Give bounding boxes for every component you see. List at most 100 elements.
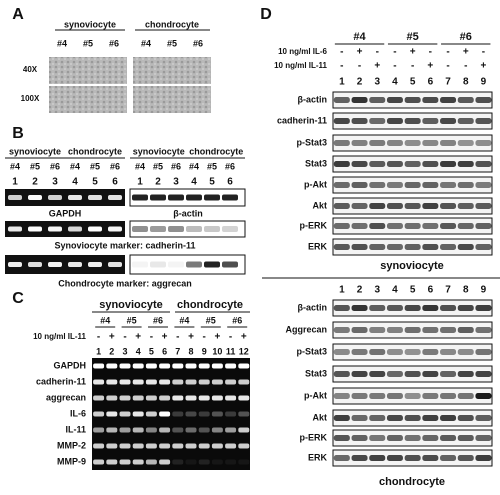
protein-label: Stat3 bbox=[305, 158, 327, 168]
band bbox=[186, 261, 202, 268]
band bbox=[108, 262, 122, 267]
sign: + bbox=[427, 61, 433, 72]
band bbox=[422, 161, 439, 167]
lane-number: 3 bbox=[374, 77, 380, 88]
sample-label: #4 bbox=[135, 161, 145, 171]
band bbox=[457, 415, 474, 421]
band bbox=[404, 415, 421, 421]
sign: + bbox=[481, 61, 487, 72]
band bbox=[369, 118, 386, 124]
lane-number: 2 bbox=[109, 346, 114, 356]
band bbox=[369, 140, 386, 146]
band bbox=[422, 455, 439, 461]
band bbox=[48, 262, 62, 267]
sample-label: #5 bbox=[407, 31, 419, 43]
lane-number: 4 bbox=[191, 177, 197, 188]
protein-label: ERK bbox=[308, 452, 328, 462]
band bbox=[369, 393, 386, 399]
band bbox=[457, 97, 474, 103]
band bbox=[422, 223, 439, 229]
group-label: synoviocyte bbox=[99, 299, 163, 311]
gel bbox=[5, 221, 125, 237]
band bbox=[422, 435, 439, 441]
gene-label: IL-11 bbox=[65, 424, 86, 434]
band bbox=[369, 327, 386, 333]
band bbox=[440, 118, 457, 124]
band bbox=[168, 261, 184, 268]
sign: - bbox=[393, 61, 396, 72]
band bbox=[386, 223, 403, 229]
treatment-label: 10 ng/ml IL-6 bbox=[278, 47, 327, 56]
sign: - bbox=[446, 47, 449, 58]
band bbox=[106, 427, 118, 433]
lane-number: 8 bbox=[188, 346, 193, 356]
gene-label: MMP-2 bbox=[57, 440, 86, 450]
band bbox=[106, 459, 118, 465]
protein-label: p-Stat3 bbox=[296, 346, 327, 356]
band bbox=[386, 244, 403, 250]
band bbox=[88, 195, 102, 200]
blot bbox=[129, 220, 246, 238]
band bbox=[475, 203, 492, 209]
band bbox=[159, 427, 171, 433]
band bbox=[440, 349, 457, 355]
sample-label: #4 bbox=[57, 38, 67, 48]
band bbox=[145, 459, 157, 465]
band bbox=[88, 226, 102, 232]
band bbox=[119, 379, 131, 385]
band bbox=[475, 118, 492, 124]
micrograph bbox=[75, 57, 101, 84]
lane-number: 1 bbox=[339, 77, 345, 88]
band bbox=[386, 455, 403, 461]
band bbox=[185, 395, 197, 401]
lane-number: 2 bbox=[32, 177, 38, 188]
band bbox=[119, 363, 131, 369]
lane-number: 7 bbox=[445, 77, 451, 88]
lane-number: 1 bbox=[96, 346, 101, 356]
band bbox=[422, 393, 439, 399]
lane-number: 4 bbox=[72, 177, 78, 188]
band bbox=[404, 435, 421, 441]
lane-number: 5 bbox=[209, 177, 215, 188]
band bbox=[369, 455, 386, 461]
band bbox=[422, 182, 439, 188]
sample-label: #5 bbox=[206, 315, 216, 325]
band bbox=[68, 226, 82, 232]
band bbox=[333, 327, 350, 333]
band bbox=[168, 226, 184, 232]
protein-label: p-ERK bbox=[300, 220, 328, 230]
band bbox=[132, 261, 148, 268]
band bbox=[404, 203, 421, 209]
band bbox=[404, 182, 421, 188]
band bbox=[168, 194, 184, 201]
band bbox=[119, 443, 131, 449]
band bbox=[132, 459, 144, 465]
protein-label: p-ERK bbox=[300, 432, 328, 442]
band bbox=[404, 223, 421, 229]
band bbox=[440, 140, 457, 146]
band bbox=[404, 455, 421, 461]
sample-label: #6 bbox=[110, 161, 120, 171]
band bbox=[186, 194, 202, 201]
protein-label: p-Akt bbox=[304, 390, 327, 400]
group-label: synoviocyte bbox=[64, 19, 116, 29]
sample-label: #4 bbox=[189, 161, 199, 171]
band bbox=[145, 427, 157, 433]
band bbox=[132, 411, 144, 417]
panel-label: D bbox=[260, 6, 272, 23]
band bbox=[404, 327, 421, 333]
cell-label: synoviocyte bbox=[380, 260, 444, 272]
band bbox=[185, 379, 197, 385]
sample-label: #6 bbox=[225, 161, 235, 171]
band bbox=[198, 411, 210, 417]
band bbox=[457, 161, 474, 167]
band bbox=[386, 349, 403, 355]
band bbox=[457, 455, 474, 461]
sign: - bbox=[340, 61, 343, 72]
band bbox=[185, 459, 197, 465]
band bbox=[457, 435, 474, 441]
band bbox=[93, 411, 105, 417]
band bbox=[211, 379, 223, 385]
row-label: 100X bbox=[21, 94, 40, 103]
band bbox=[93, 363, 105, 369]
